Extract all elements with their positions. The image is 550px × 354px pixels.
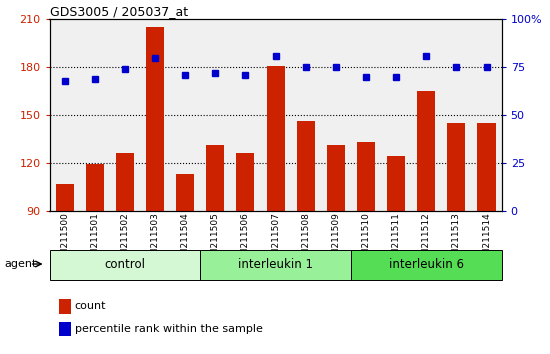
Bar [477,123,496,211]
Bar [58,299,71,314]
Bar [50,250,200,280]
Text: interleukin 1: interleukin 1 [238,258,313,271]
Bar [86,164,104,211]
Bar [357,142,375,211]
Text: control: control [104,258,145,271]
Text: GDS3005 / 205037_at: GDS3005 / 205037_at [50,5,188,18]
Bar [200,250,351,280]
Text: count: count [75,301,106,312]
Bar [58,322,71,336]
Bar [351,250,502,280]
Text: percentile rank within the sample: percentile rank within the sample [75,324,263,334]
Bar [417,91,435,211]
Bar [236,153,255,211]
Bar [387,156,405,211]
Bar [176,174,194,211]
Bar [267,65,284,211]
Bar [56,183,74,211]
Bar [206,145,224,211]
Text: interleukin 6: interleukin 6 [389,258,464,271]
Bar [116,153,134,211]
Bar [296,121,315,211]
Bar [146,27,164,211]
Text: agent: agent [4,259,36,269]
Bar [447,123,465,211]
Bar [327,145,345,211]
